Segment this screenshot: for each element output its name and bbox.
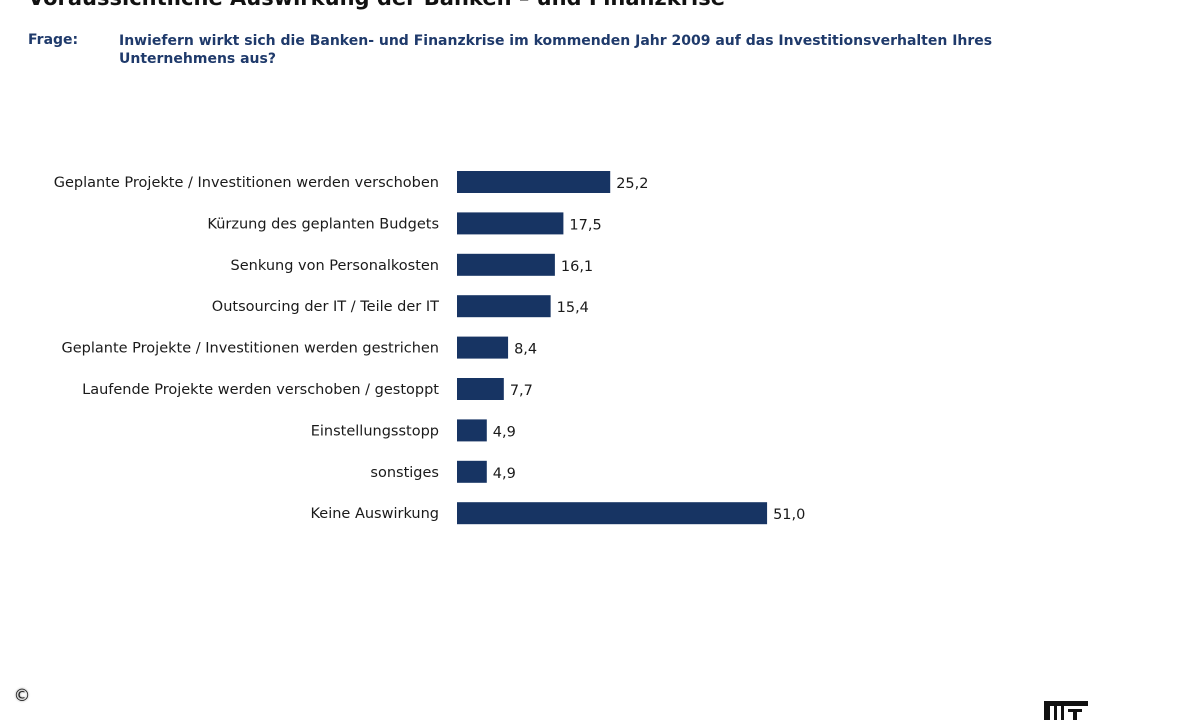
bar	[457, 295, 551, 318]
value-label: 25,2	[616, 176, 648, 192]
category-label: Geplante Projekte / Investitionen werden…	[54, 175, 439, 191]
category-label: Einstellungsstopp	[311, 423, 439, 439]
logo-icon	[1044, 701, 1088, 720]
question-label: Frage:	[28, 32, 79, 48]
category-label: Keine Auswirkung	[310, 506, 439, 522]
value-label: 4,9	[493, 466, 516, 482]
category-label: Kürzung des geplanten Budgets	[207, 216, 439, 232]
value-label: 15,4	[557, 300, 589, 316]
question-text: Inwiefern wirkt sich die Banken- und Fin…	[119, 33, 993, 67]
category-label: Geplante Projekte / Investitionen werden…	[61, 341, 439, 357]
bar	[457, 419, 487, 442]
value-label: 51,0	[773, 507, 805, 523]
value-label: 17,5	[569, 217, 601, 233]
bar	[457, 460, 487, 483]
value-label: 16,1	[561, 259, 593, 275]
value-label: 8,4	[514, 342, 537, 358]
bar	[457, 253, 555, 276]
copyright-icon: ©	[13, 686, 31, 706]
bar	[457, 378, 504, 400]
chart-title: Voraussichtliche Auswirkung der Banken –…	[28, 0, 725, 10]
bar	[457, 212, 564, 235]
value-label: 7,7	[510, 383, 533, 399]
bar	[457, 502, 768, 525]
bar	[457, 171, 611, 193]
category-label: Outsourcing der IT / Teile der IT	[212, 299, 439, 315]
bar	[457, 336, 509, 359]
category-label: Senkung von Personalkosten	[231, 258, 439, 274]
category-label: Laufende Projekte werden verschoben / ge…	[82, 382, 439, 398]
value-label: 4,9	[493, 424, 516, 440]
category-label: sonstiges	[370, 465, 439, 481]
